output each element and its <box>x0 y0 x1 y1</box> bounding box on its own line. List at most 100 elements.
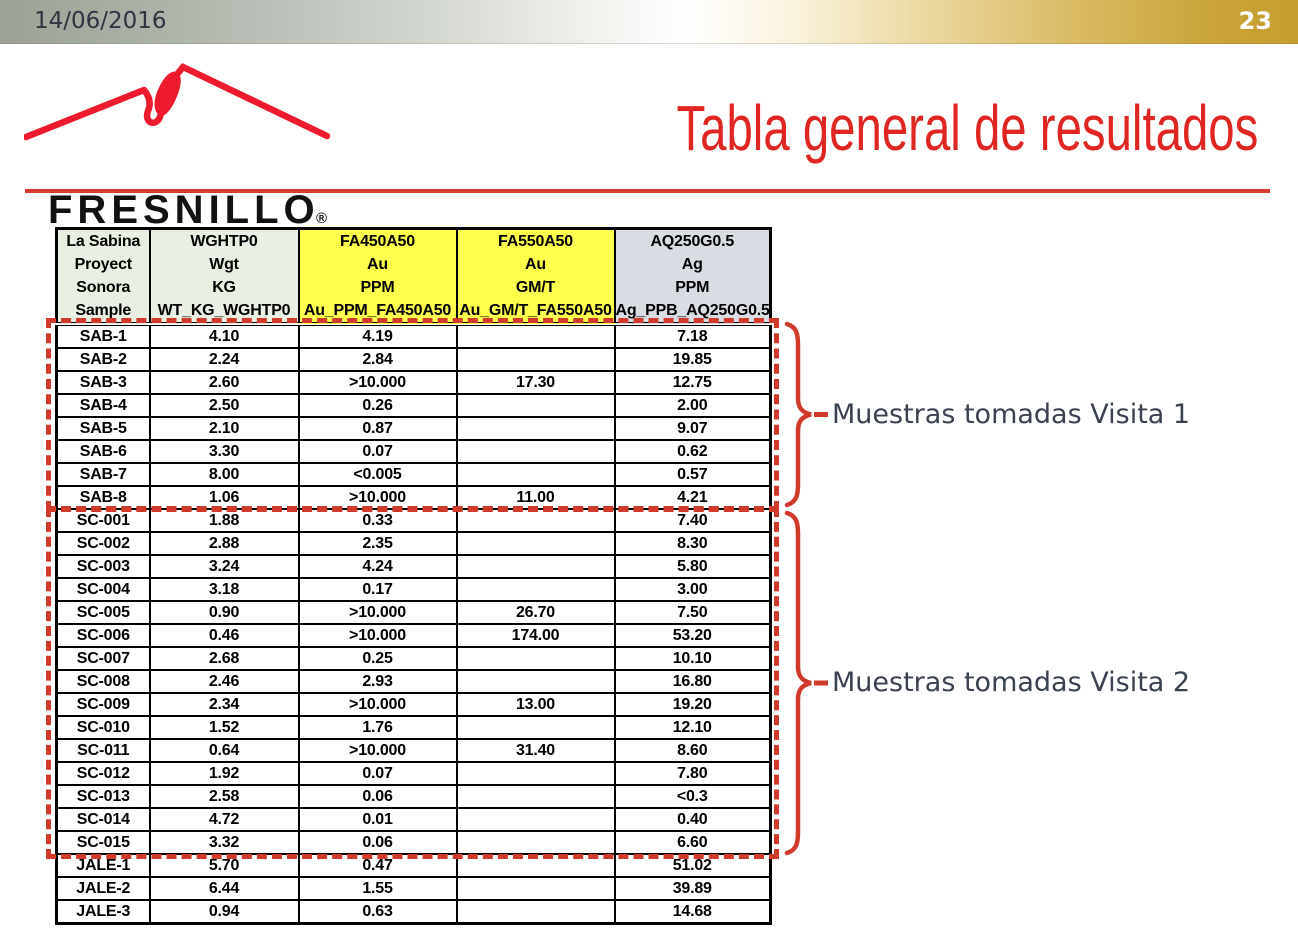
table-cell <box>455 807 616 832</box>
table-header-row: La Sabina Proyect Sonora Sample WGHTP0 Wgt KG W… <box>55 227 772 326</box>
table-cell: 4.72 <box>148 807 300 832</box>
table-row: SC-012 1.92 0.07 7.80 <box>55 761 772 786</box>
fresnillo-logo: FRESNILLO ® <box>24 58 344 230</box>
table-cell: <0.3 <box>613 784 772 809</box>
table-cell: SC-001 <box>55 508 151 533</box>
page-number: 23 <box>1238 7 1272 35</box>
column-header: FA450A50 Au PPM Au_PPM_FA450A50 <box>297 227 458 326</box>
table-cell: SAB-8 <box>55 485 151 510</box>
mountain-icon <box>24 62 331 141</box>
header-line: Wgt <box>209 256 239 273</box>
header-line: FA450A50 <box>340 233 415 250</box>
table-cell: 2.00 <box>613 393 772 418</box>
table-cell: 0.47 <box>297 853 458 878</box>
table-cell: SC-004 <box>55 577 151 602</box>
table-cell <box>455 853 616 878</box>
table-cell: >10.000 <box>297 623 458 648</box>
table-cell: 1.55 <box>297 876 458 901</box>
table-cell: 19.20 <box>613 692 772 717</box>
table-cell: 31.40 <box>455 738 616 763</box>
table-row: SC-008 2.46 2.93 16.80 <box>55 669 772 694</box>
table-cell: 0.87 <box>297 416 458 441</box>
table-cell: 1.76 <box>297 715 458 740</box>
table-cell <box>455 554 616 579</box>
table-cell: 13.00 <box>455 692 616 717</box>
header-line: WGHTP0 <box>190 233 258 250</box>
table-cell: 12.10 <box>613 715 772 740</box>
table-row: JALE-2 6.44 1.55 39.89 <box>55 876 772 901</box>
table-row: SC-010 1.52 1.76 12.10 <box>55 715 772 740</box>
table-cell: 16.80 <box>613 669 772 694</box>
table-cell: SAB-3 <box>55 370 151 395</box>
table-cell <box>455 646 616 671</box>
header-line: Au <box>525 256 546 273</box>
table-cell: 0.62 <box>613 439 772 464</box>
table-row: SC-009 2.34 >10.000 13.00 19.20 <box>55 692 772 717</box>
header-line: Ag <box>681 256 703 273</box>
table-cell <box>455 784 616 809</box>
header-line: Au_GM/T_FA550A50 <box>459 302 612 319</box>
table-cell: SC-005 <box>55 600 151 625</box>
column-header: AQ250G0.5 Ag PPM Ag_PPB_AQ250G0.5 <box>613 227 772 326</box>
table-cell: 2.60 <box>148 370 300 395</box>
table-cell: 4.21 <box>613 485 772 510</box>
table-cell: 2.50 <box>148 393 300 418</box>
table-cell: 2.68 <box>148 646 300 671</box>
table-cell <box>455 323 616 349</box>
table-row: SC-007 2.68 0.25 10.10 <box>55 646 772 671</box>
table-cell: SC-012 <box>55 761 151 786</box>
table-cell: SAB-7 <box>55 462 151 487</box>
table-cell: 3.32 <box>148 830 300 855</box>
table-cell: 0.63 <box>297 899 458 925</box>
table-cell: 4.19 <box>297 323 458 349</box>
table-cell: 0.25 <box>297 646 458 671</box>
column-header: FA550A50 Au GM/T Au_GM/T_FA550A50 <box>455 227 616 326</box>
header-line: Sample <box>75 302 132 319</box>
table-cell: SC-015 <box>55 830 151 855</box>
table-row: JALE-1 5.70 0.47 51.02 <box>55 853 772 878</box>
table-row: SC-001 1.88 0.33 7.40 <box>55 508 772 533</box>
table-cell: 5.80 <box>613 554 772 579</box>
table-cell <box>455 761 616 786</box>
table-cell: 0.90 <box>148 600 300 625</box>
table-cell: 4.24 <box>297 554 458 579</box>
visita1-brace <box>784 321 828 508</box>
table-cell: 14.68 <box>613 899 772 925</box>
table-cell: 53.20 <box>613 623 772 648</box>
table-cell: 5.70 <box>148 853 300 878</box>
table-cell <box>455 577 616 602</box>
table-cell: 19.85 <box>613 347 772 372</box>
table-cell: 7.80 <box>613 761 772 786</box>
table-cell: JALE-1 <box>55 853 151 878</box>
header-line: La Sabina <box>66 233 141 250</box>
table-cell: <0.005 <box>297 462 458 487</box>
table-cell: 0.06 <box>297 830 458 855</box>
table-cell: 2.35 <box>297 531 458 556</box>
table-row: JALE-3 0.94 0.63 14.68 <box>55 899 772 925</box>
table-cell: 8.00 <box>148 462 300 487</box>
table-cell: 2.10 <box>148 416 300 441</box>
table-cell: 0.07 <box>297 439 458 464</box>
table-cell <box>455 508 616 533</box>
table-cell: 0.17 <box>297 577 458 602</box>
table-row: SC-015 3.32 0.06 6.60 <box>55 830 772 855</box>
table-cell: SC-011 <box>55 738 151 763</box>
table-cell: SAB-4 <box>55 393 151 418</box>
table-cell: SAB-6 <box>55 439 151 464</box>
table-cell: 7.18 <box>613 323 772 349</box>
table-row: SAB-3 2.60 >10.000 17.30 12.75 <box>55 370 772 395</box>
table-cell: SC-007 <box>55 646 151 671</box>
visita1-label: Muestras tomadas Visita 1 <box>832 398 1191 430</box>
header-line: KG <box>212 279 236 296</box>
table-cell: SC-010 <box>55 715 151 740</box>
table-cell: SAB-5 <box>55 416 151 441</box>
table-cell: SC-008 <box>55 669 151 694</box>
header-line: Au_PPM_FA450A50 <box>303 302 452 319</box>
table-cell: 11.00 <box>455 485 616 510</box>
table-cell <box>455 393 616 418</box>
table-cell: 1.52 <box>148 715 300 740</box>
table-cell: 1.88 <box>148 508 300 533</box>
table-cell: JALE-3 <box>55 899 151 925</box>
column-header: WGHTP0 Wgt KG WT_KG_WGHTP0 <box>148 227 300 326</box>
